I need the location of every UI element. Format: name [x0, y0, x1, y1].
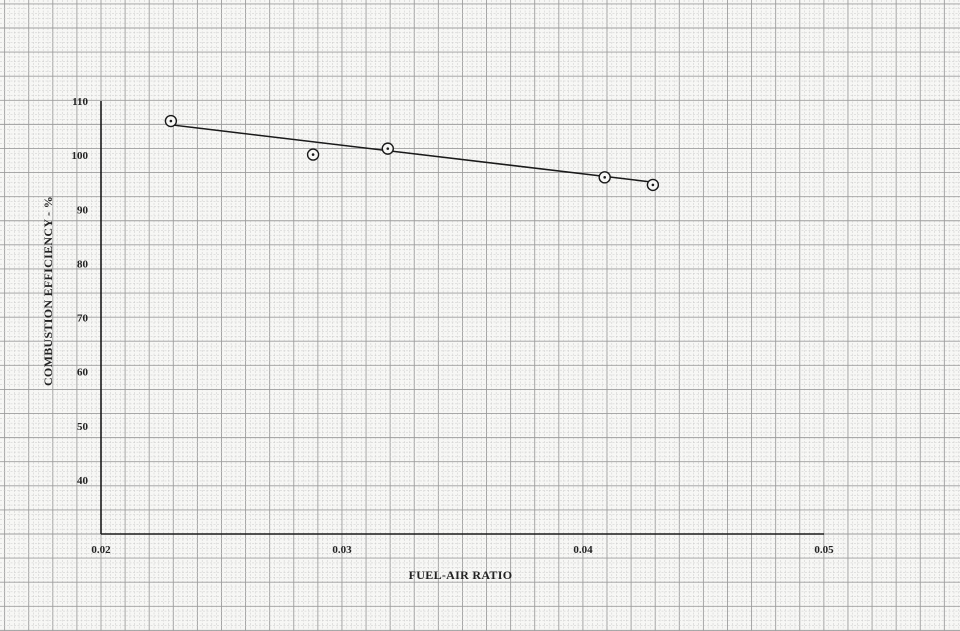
- y-tick-label: 40: [77, 475, 89, 487]
- y-tick-label: 90: [77, 204, 89, 216]
- data-point: [646, 178, 660, 192]
- data-point: [306, 148, 320, 161]
- data-point-dot: [386, 147, 390, 150]
- y-tick-label: 110: [72, 96, 88, 108]
- data-point-dot: [169, 119, 173, 123]
- y-tick-label: 100: [72, 150, 89, 162]
- data-point: [381, 142, 394, 155]
- y-tick-label: 50: [77, 421, 89, 433]
- data-point: [164, 114, 178, 128]
- x-tick-label: 0.05: [814, 544, 834, 556]
- data-point-dot: [311, 153, 315, 156]
- x-tick-label: 0.02: [91, 544, 111, 556]
- data-points: [164, 114, 660, 192]
- x-tick-label: 0.03: [332, 544, 352, 556]
- data-point-dot: [603, 176, 606, 179]
- y-tick-label: 80: [77, 258, 89, 270]
- fit-line-layer: [170, 124, 653, 183]
- x-axis-title: FUEL-AIR RATIO: [409, 568, 513, 582]
- series-fit-line: [170, 124, 653, 183]
- y-tick-label: 60: [77, 367, 89, 379]
- y-tick-label: 70: [77, 313, 89, 325]
- axes: [100, 101, 824, 535]
- x-tick-label: 0.04: [573, 544, 593, 556]
- y-axis-title: COMBUSTION EFFICIENCY - %: [41, 196, 55, 386]
- data-point: [598, 171, 611, 184]
- data-point-dot: [651, 183, 655, 187]
- tick-labels: 0.02 0.03 0.04 0.05 40 50 60 70 80 90 100 110: [72, 96, 835, 556]
